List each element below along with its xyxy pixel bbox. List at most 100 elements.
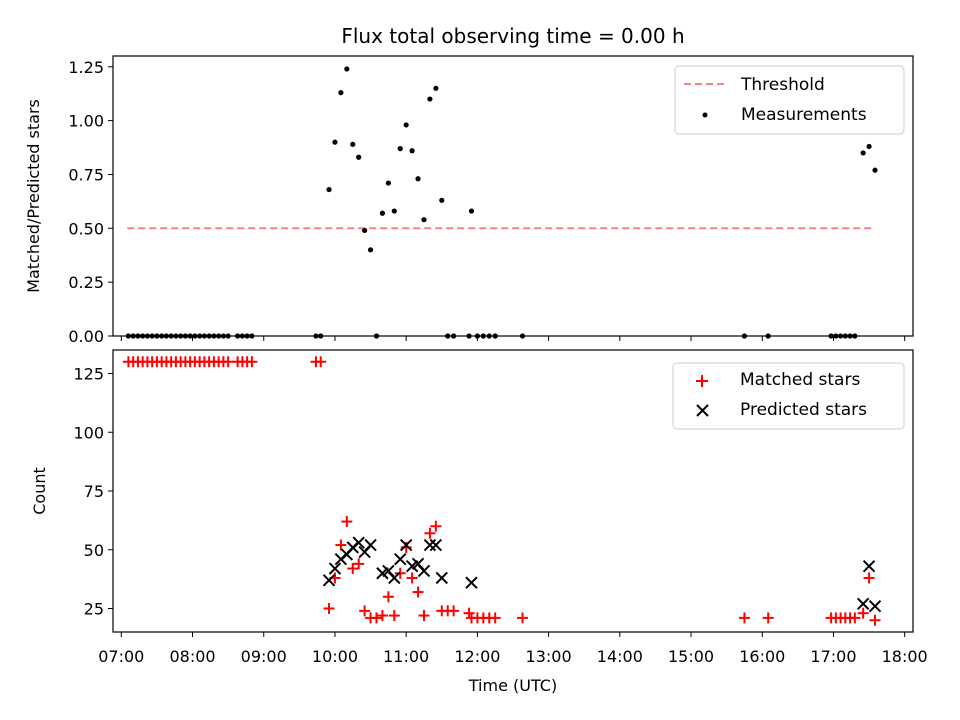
measurement-point bbox=[872, 167, 878, 173]
x-tick-label: 10:00 bbox=[312, 647, 358, 666]
predicted-star-point bbox=[435, 571, 448, 585]
matched-star-point bbox=[382, 591, 394, 603]
measurement-point bbox=[350, 141, 356, 147]
matched-star-point bbox=[424, 527, 436, 539]
y-tick-label: 0.00 bbox=[68, 327, 104, 346]
chart-title: Flux total observing time = 0.00 h bbox=[341, 24, 684, 48]
measurement-point bbox=[385, 180, 391, 186]
predicted-star-point bbox=[328, 562, 342, 575]
top-axes-frame bbox=[112, 55, 914, 337]
predicted-star-point bbox=[417, 564, 431, 578]
matched-star-point bbox=[406, 572, 418, 584]
y-tick-label: 25 bbox=[84, 600, 104, 619]
measurement-point bbox=[433, 85, 439, 91]
x-tick-label: 11:00 bbox=[383, 647, 429, 666]
measurement-point bbox=[866, 143, 872, 150]
y-tick-label: 50 bbox=[84, 541, 104, 560]
measurement-point bbox=[397, 146, 403, 152]
measurement-point bbox=[403, 122, 409, 128]
matched-star-point bbox=[412, 586, 424, 598]
predicted-star-point bbox=[868, 599, 882, 613]
predicted-star-point bbox=[364, 538, 377, 552]
measurement-point bbox=[344, 66, 350, 72]
bottom-x-axis: 07:00 08:00 09:00 10:00 11:00 12:00 13:00 14:00… bbox=[98, 632, 928, 666]
matched-star-point bbox=[430, 520, 442, 532]
matched-star-point bbox=[857, 607, 869, 619]
measurement-point bbox=[367, 247, 374, 253]
predicted-star-point bbox=[388, 571, 401, 585]
x-tick-label: 13:00 bbox=[526, 647, 572, 666]
top-y-axis: 0.00 0.25 0.50 0.75 1.00 1.25 bbox=[68, 58, 113, 346]
matched-star-point bbox=[863, 572, 875, 584]
matched-star-point bbox=[489, 612, 501, 624]
y-tick-label: 0.50 bbox=[68, 219, 104, 238]
top-legend-box bbox=[674, 65, 905, 135]
measurement-point bbox=[421, 217, 427, 223]
x-tick-label: 16:00 bbox=[739, 647, 785, 666]
y-tick-label: 1.00 bbox=[68, 112, 104, 131]
matched-star-point bbox=[315, 356, 327, 368]
legend-predicted-swatch bbox=[696, 404, 709, 417]
measurement-point bbox=[332, 139, 338, 145]
predicted-star-point bbox=[856, 597, 870, 611]
matched-star-point bbox=[341, 516, 353, 528]
predicted-star-point bbox=[465, 576, 478, 589]
matched-star-point bbox=[335, 539, 347, 551]
predicted-star-point bbox=[394, 552, 407, 566]
x-tick-label: 12:00 bbox=[454, 647, 500, 666]
matched-star-point bbox=[388, 610, 400, 622]
y-tick-label: 125 bbox=[73, 365, 104, 384]
y-tick-label: 100 bbox=[73, 423, 104, 442]
matched-star-point bbox=[463, 607, 475, 619]
top-legend: Threshold Measurements bbox=[674, 65, 905, 135]
matched-star-point bbox=[762, 612, 774, 624]
bottom-legend: Matched stars Predicted stars bbox=[672, 362, 905, 430]
measurement-point bbox=[427, 96, 433, 102]
matched-star-point bbox=[448, 605, 460, 617]
legend-measurements-label: Measurements bbox=[741, 105, 867, 125]
y-tick-label: 0.75 bbox=[68, 165, 104, 184]
top-y-label: Matched/Predicted stars bbox=[24, 99, 43, 293]
measurement-point bbox=[356, 154, 362, 160]
y-tick-label: 1.25 bbox=[68, 58, 104, 77]
bottom-y-axis: 25 50 75 100 125 bbox=[73, 365, 113, 619]
bottom-panel: 25 50 75 100 125 07:00 08:00 09:00 10:00 11:00 12… bbox=[30, 349, 928, 695]
x-axis-label: Time (UTC) bbox=[468, 676, 557, 695]
measurement-point bbox=[326, 186, 332, 193]
x-tick-label: 08:00 bbox=[169, 647, 215, 666]
bottom-legend-box bbox=[672, 362, 905, 430]
matched-star-point bbox=[376, 610, 388, 622]
legend-threshold-label: Threshold bbox=[740, 75, 825, 95]
matched-star-point bbox=[353, 558, 365, 570]
x-tick-label: 18:00 bbox=[882, 647, 928, 666]
legend-measurements-swatch bbox=[702, 112, 708, 118]
matched-star-point bbox=[516, 612, 528, 624]
matched-star-point bbox=[418, 610, 430, 622]
measurement-point bbox=[362, 227, 368, 234]
y-tick-label: 0.25 bbox=[68, 273, 104, 292]
matched-star-point bbox=[738, 612, 750, 624]
predicted-star-point bbox=[352, 536, 365, 549]
measurement-point bbox=[391, 208, 397, 214]
matched-stars-points bbox=[122, 356, 881, 626]
measurement-point bbox=[379, 210, 386, 216]
matched-star-point bbox=[359, 605, 371, 617]
predicted-star-point bbox=[862, 559, 876, 573]
matched-star-point bbox=[849, 612, 861, 624]
x-tick-label: 14:00 bbox=[597, 647, 643, 666]
predicted-star-point bbox=[322, 574, 336, 587]
bottom-y-label: Count bbox=[30, 467, 49, 515]
y-tick-label: 75 bbox=[84, 482, 104, 501]
measurement-point bbox=[415, 176, 421, 182]
measurement-point bbox=[468, 208, 475, 214]
predicted-star-point bbox=[429, 538, 443, 552]
x-tick-label: 07:00 bbox=[98, 647, 144, 666]
matched-star-point bbox=[371, 612, 383, 624]
matched-star-point bbox=[347, 563, 359, 575]
measurement-point bbox=[338, 90, 344, 96]
measurement-point bbox=[439, 197, 445, 203]
measurement-point bbox=[860, 150, 866, 156]
predicted-star-point bbox=[399, 538, 413, 552]
matched-star-point bbox=[246, 356, 258, 368]
